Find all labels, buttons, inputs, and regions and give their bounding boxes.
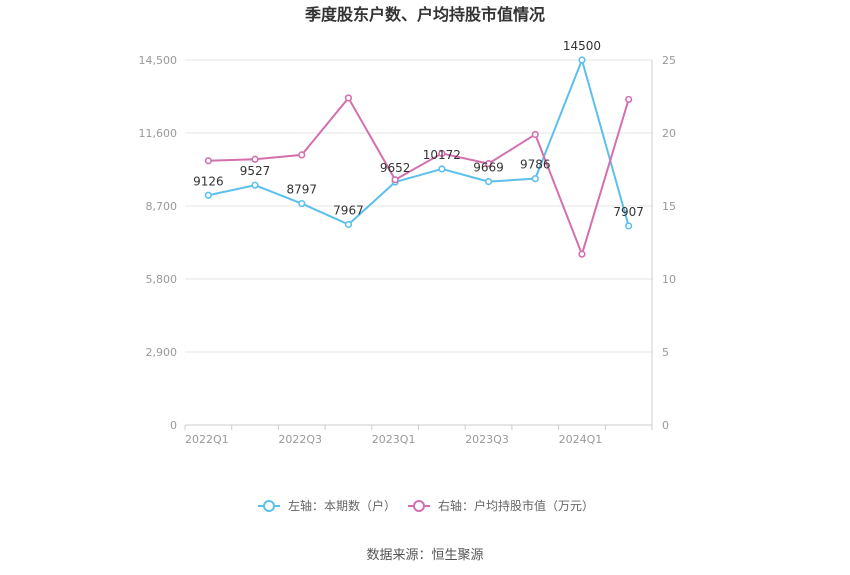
- legend-label: 左轴：本期数（户）: [288, 498, 396, 513]
- series-lines: [208, 59, 630, 256]
- data-point: [344, 94, 353, 102]
- y-left-tick-label: 5,800: [146, 273, 178, 286]
- legend-label: 右轴：户均持股市值（万元）: [438, 498, 594, 513]
- y-right-tick-label: 25: [662, 54, 676, 67]
- source-note: 数据来源：恒生聚源: [366, 548, 483, 563]
- data-label: 7967: [333, 203, 364, 217]
- data-point: [578, 250, 586, 258]
- series-points: [204, 56, 633, 258]
- x-tick-label: 2022Q1: [185, 433, 229, 446]
- x-tick-label: 2022Q3: [278, 433, 322, 446]
- chart-title: 季度股东户数、户均持股市值情况: [304, 5, 545, 24]
- data-label: 7907: [613, 205, 644, 219]
- data-point: [298, 199, 306, 208]
- y-left-tick-label: 0: [170, 419, 177, 432]
- data-point: [438, 165, 446, 173]
- legend[interactable]: 左轴：本期数（户） 右轴：户均持股市值（万元）: [258, 498, 594, 513]
- legend-marker: [263, 500, 275, 512]
- y-left-tick-label: 8,700: [146, 200, 178, 213]
- data-point: [531, 175, 539, 183]
- x-tick-label: 2023Q3: [465, 433, 509, 446]
- y-left-tick-label: 2,900: [146, 346, 178, 359]
- legend-item-0[interactable]: 左轴：本期数（户）: [258, 498, 396, 513]
- data-label: 8797: [286, 183, 317, 197]
- y-left-tick-label: 14,500: [139, 54, 178, 67]
- data-point: [625, 95, 633, 104]
- x-tick-label: 2024Q1: [559, 433, 603, 446]
- data-label: 9126: [193, 174, 224, 188]
- data-label: 9786: [520, 158, 551, 172]
- data-label: 9527: [240, 164, 271, 178]
- gridlines: [185, 59, 652, 353]
- data-point: [251, 181, 259, 189]
- data-label: 9652: [380, 161, 411, 175]
- data-point: [438, 149, 446, 158]
- series-line-0: [208, 59, 630, 227]
- y-right-tick-label: 20: [662, 127, 676, 140]
- data-point: [578, 56, 586, 64]
- data-point: [391, 176, 399, 184]
- x-tick-label: 2023Q1: [372, 433, 416, 446]
- y-right-tick-label: 10: [662, 273, 676, 286]
- data-label: 10172: [423, 148, 461, 162]
- data-point: [484, 160, 493, 168]
- data-label: 9669: [473, 161, 504, 175]
- y-right-tick-label: 5: [662, 346, 669, 359]
- data-point: [204, 157, 212, 165]
- data-point: [531, 130, 539, 139]
- data-label: 14500: [563, 39, 601, 53]
- axes: 0 2,900 5,800 8,700 11,600 14,500 0 5 10 15 20 25 20…: [139, 54, 677, 446]
- series-line-1: [208, 96, 630, 256]
- data-point: [344, 220, 353, 229]
- data-point: [484, 178, 493, 186]
- data-point: [298, 151, 306, 159]
- y-left-tick-label: 11,600: [139, 127, 178, 140]
- data-point: [251, 155, 259, 163]
- y-right-tick-label: 0: [662, 419, 669, 432]
- legend-item-1[interactable]: 右轴：户均持股市值（万元）: [408, 498, 594, 513]
- y-right-tick-label: 15: [662, 200, 676, 213]
- legend-marker: [413, 500, 425, 512]
- data-labels: 9126 9527 8797 7967 9652 10172 9669 9786 14500 79…: [193, 39, 644, 219]
- data-point: [625, 222, 633, 230]
- data-point: [204, 191, 212, 199]
